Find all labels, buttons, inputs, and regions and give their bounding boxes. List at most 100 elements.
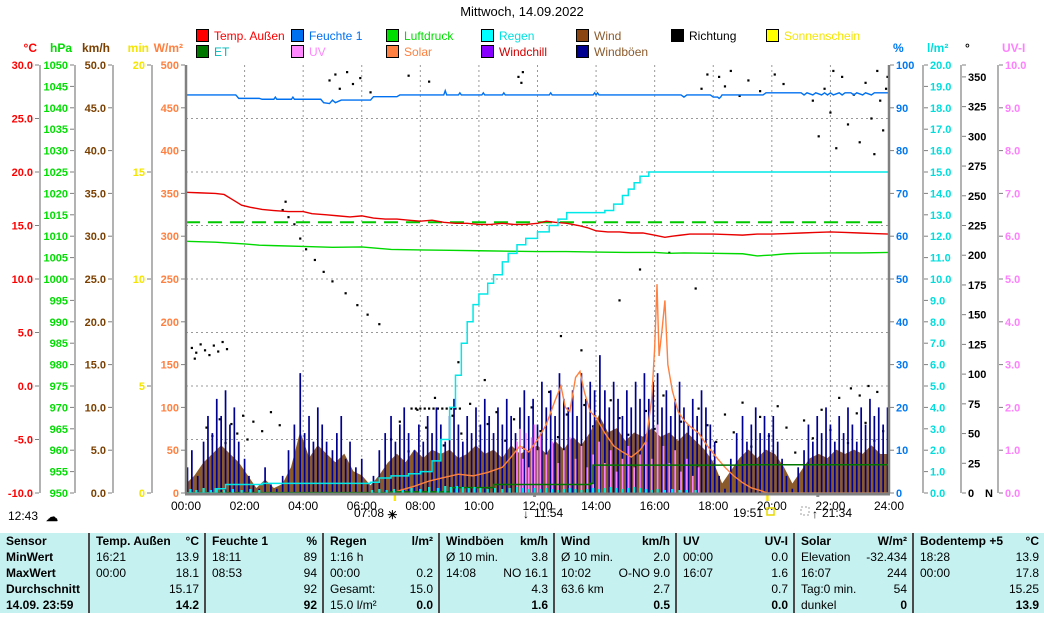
series-richtung-dot <box>832 69 835 73</box>
series-regen-intensit-t-tick <box>603 488 606 493</box>
stats-row: 18:28 13.9 <box>914 549 1044 565</box>
stat-value: 15.17 <box>168 582 199 596</box>
series-richtung-dot <box>469 402 472 405</box>
stats-row: 14.2 <box>90 597 204 613</box>
moon-phase-icon <box>800 506 810 516</box>
series-regen-intensit-t-tick <box>222 490 226 493</box>
stat-time: 16:21 <box>96 550 127 564</box>
series-richtung-dot <box>759 90 762 93</box>
series-richtung-dot <box>378 323 381 326</box>
series-richtung-dot <box>458 407 461 410</box>
stat-time: 1:16 h <box>330 550 364 564</box>
series-richtung-dot <box>322 270 325 273</box>
sensor-unit: km/h <box>519 534 548 548</box>
axis-tick-label: 225 <box>968 221 986 233</box>
legend-label: Solar <box>404 44 433 59</box>
row-label: MaxWert <box>6 566 56 580</box>
time-tick-label: 20:00 <box>757 499 787 513</box>
stats-row: 10:02 O-NO 9.0 <box>555 565 675 581</box>
stats-row: 00:00 17.8 <box>914 565 1044 581</box>
legend-item: UV <box>291 45 326 59</box>
axis-tick-label: 0.0 <box>91 488 106 500</box>
stats-row: 0.5 <box>555 597 675 613</box>
series-richtung-dot <box>835 147 838 150</box>
series-regen-intensit-t-tick <box>586 489 589 493</box>
series-richtung-dot <box>414 407 418 410</box>
axis-unit-label: km/h <box>82 41 110 55</box>
axis-tick-label: 100 <box>161 402 179 414</box>
legend-label: Wind <box>594 28 622 43</box>
stats-row: 1.6 <box>440 597 553 613</box>
series-richtung-dot <box>246 438 249 441</box>
series-temp-au-en <box>185 191 890 238</box>
axis-tick-label: 975 <box>50 381 68 393</box>
legend-item: Solar <box>386 44 433 59</box>
axis-tick-label: 30 <box>896 360 908 372</box>
stat-time: 10:02 <box>561 566 592 580</box>
axis-tick-label: 90 <box>896 103 908 115</box>
stat-time: 00:00 <box>920 566 951 580</box>
series-richtung-dot <box>442 444 445 447</box>
axis-tick-label: 25 <box>968 458 980 470</box>
axis-tick-label: 20.0 <box>85 317 106 329</box>
axis-tick-label: 200 <box>968 250 986 262</box>
stat-time: Tag:0 min. <box>801 582 857 596</box>
series-richtung-dot <box>864 421 867 424</box>
series-richtung-dot <box>530 406 533 409</box>
series-regen-intensit-t-tick <box>189 489 192 493</box>
series-richtung-dot <box>700 87 703 90</box>
series-regen-intensit-t-tick <box>467 488 470 493</box>
axis-tick-label: 5.0 <box>91 445 106 457</box>
stats-row: MaxWert <box>0 565 88 581</box>
time-tick-label: 08:00 <box>405 499 435 513</box>
series-richtung-dot <box>609 399 612 402</box>
series-richtung-dot <box>486 422 489 426</box>
stats-row: 13.9 <box>914 597 1044 613</box>
series-regen-intensit-t-tick <box>508 488 511 493</box>
series-richtung-dot <box>416 408 419 411</box>
series-richtung-dot <box>580 349 583 352</box>
stat-value: 89 <box>303 550 317 564</box>
series-richtung-dot <box>882 129 885 132</box>
axis-unit-label: l/m² <box>927 41 948 55</box>
axis-tick-label: 30.0 <box>85 231 106 243</box>
stats-row: 08:53 94 <box>206 565 322 581</box>
sensor-name: Windböen <box>446 534 504 548</box>
stats-row: Ø 10 min. 2.0 <box>555 549 675 565</box>
axis-tick-label: 50 <box>167 445 179 457</box>
series-richtung-dot <box>512 418 516 421</box>
stats-row: Wind km/h <box>555 533 675 549</box>
series-richtung-dot <box>811 99 814 102</box>
stat-value: 0.7 <box>771 582 788 596</box>
legend-label: Luftdruck <box>404 28 454 43</box>
axis-tick-label: 125 <box>968 339 986 351</box>
stat-value: 15.0 <box>409 582 433 596</box>
axis-tick-label: 13.0 <box>930 210 951 222</box>
legend-color-box <box>386 29 399 42</box>
stat-value: 0.0 <box>771 550 788 564</box>
axis-tick-label: 15 <box>133 167 145 179</box>
series-richtung-dot <box>759 415 762 419</box>
time-tick-label: 18:00 <box>698 499 728 513</box>
sensor-name: Regen <box>330 534 367 548</box>
series-luftdruck <box>185 240 890 257</box>
series-richtung-dot <box>858 141 861 144</box>
moon-down-arrow-icon: ↓ <box>523 507 529 521</box>
axis-tick-label: 985 <box>50 338 68 350</box>
series-richtung-dot <box>556 436 560 439</box>
series-richtung-dot <box>269 411 273 414</box>
series-richtung-dot <box>457 361 460 364</box>
series-richtung-dot <box>864 81 867 84</box>
axis-tick-label: 6.0 <box>930 360 945 372</box>
stats-row: UV UV-I <box>677 533 793 549</box>
series-richtung-dot <box>346 71 349 74</box>
stat-time: 14:08 <box>446 566 477 580</box>
axis-tick-label: 1015 <box>44 210 68 222</box>
legend-color-box <box>766 29 779 42</box>
axis-tick-label: 250 <box>968 191 986 203</box>
series-richtung-dot <box>747 79 750 82</box>
axis-tick-label: 15.0 <box>12 221 33 233</box>
series-regen-intensit-t-tick <box>562 489 565 493</box>
axis-tick-label: 15.0 <box>930 167 951 179</box>
stat-value: 244 <box>886 566 907 580</box>
